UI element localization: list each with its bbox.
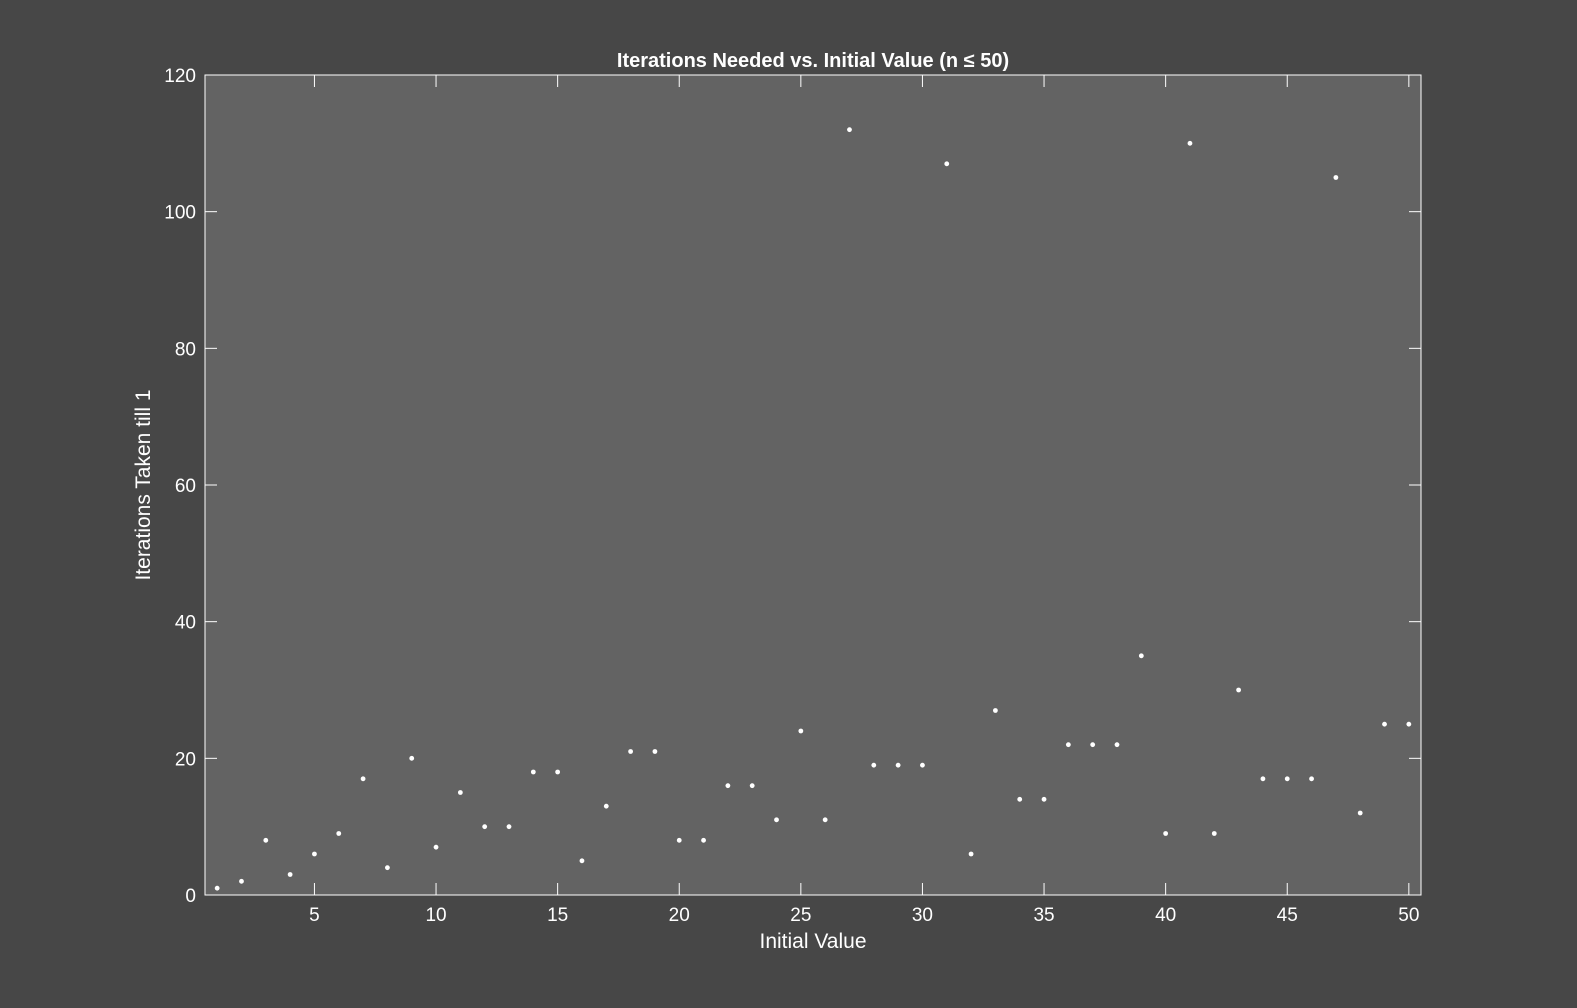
x-tick-label: 45 xyxy=(1277,905,1298,926)
data-point xyxy=(482,824,488,830)
data-point xyxy=(1357,810,1363,816)
x-tick-label: 15 xyxy=(547,905,568,926)
y-tick-label: 80 xyxy=(175,339,196,360)
data-point xyxy=(1284,776,1290,782)
data-point xyxy=(1333,175,1339,180)
data-point xyxy=(725,783,731,789)
data-point xyxy=(1211,831,1217,836)
data-point xyxy=(1163,831,1169,836)
axis-ticks: 5 10 15 20 25 30 35 40 45 50 0 20 40 60 80 100 120 xyxy=(164,66,1421,926)
data-point xyxy=(1260,776,1266,782)
x-tick-label: 25 xyxy=(790,905,811,926)
data-point xyxy=(920,762,925,768)
y-tick-label: 120 xyxy=(164,66,196,87)
data-point xyxy=(1187,140,1193,146)
data-point xyxy=(1236,687,1241,693)
data-point xyxy=(701,837,706,843)
data-point xyxy=(1406,721,1412,727)
y-tick-label: 60 xyxy=(175,476,196,497)
data-point xyxy=(968,851,974,857)
data-point xyxy=(385,865,390,871)
data-point xyxy=(676,837,682,843)
chart-title: Iterations Needed vs. Initial Value (n ≤… xyxy=(617,50,1009,72)
data-point xyxy=(457,790,463,795)
data-point xyxy=(263,837,269,843)
data-point xyxy=(652,749,658,754)
data-point xyxy=(1309,776,1314,782)
data-point xyxy=(409,755,415,761)
data-point xyxy=(579,858,585,864)
y-tick-label: 40 xyxy=(175,613,196,634)
data-point xyxy=(1041,796,1047,802)
data-point xyxy=(1138,653,1144,659)
x-tick-label: 50 xyxy=(1398,905,1419,926)
y-axis-label: Iterations Taken till 1 xyxy=(132,389,155,580)
x-tick-label: 10 xyxy=(425,905,446,926)
data-point xyxy=(1090,742,1096,748)
data-point xyxy=(847,127,852,133)
data-point xyxy=(312,851,317,857)
data-point xyxy=(822,817,828,823)
data-point xyxy=(798,728,804,734)
x-tick-label: 30 xyxy=(912,905,933,926)
y-tick-label: 100 xyxy=(164,203,196,224)
data-point xyxy=(871,762,877,768)
data-point xyxy=(555,769,561,775)
data-point xyxy=(530,769,536,775)
data-point xyxy=(239,878,244,884)
data-point xyxy=(749,783,755,789)
data-point xyxy=(1382,721,1387,727)
data-point xyxy=(287,872,293,877)
data-point xyxy=(433,844,439,850)
x-tick-label: 5 xyxy=(309,905,320,926)
x-axis-label: Initial Value xyxy=(759,930,866,953)
y-tick-label: 0 xyxy=(185,886,196,907)
data-point xyxy=(360,776,366,782)
x-tick-label: 40 xyxy=(1155,905,1176,926)
plot-area xyxy=(205,75,1421,895)
x-tick-label: 20 xyxy=(669,905,690,926)
data-point xyxy=(1114,742,1120,748)
data-point xyxy=(895,762,901,768)
data-point xyxy=(336,831,342,836)
data-points xyxy=(214,127,1412,891)
data-point xyxy=(1065,742,1071,748)
data-point xyxy=(1017,796,1023,802)
data-point xyxy=(506,824,512,830)
plot-frame xyxy=(204,74,1422,896)
data-point xyxy=(944,161,950,167)
data-point xyxy=(214,885,220,891)
data-point xyxy=(993,708,998,713)
y-tick-label: 20 xyxy=(175,749,196,770)
data-point xyxy=(603,803,609,809)
x-tick-label: 35 xyxy=(1033,905,1054,926)
data-point xyxy=(774,817,779,823)
data-point xyxy=(628,749,633,754)
